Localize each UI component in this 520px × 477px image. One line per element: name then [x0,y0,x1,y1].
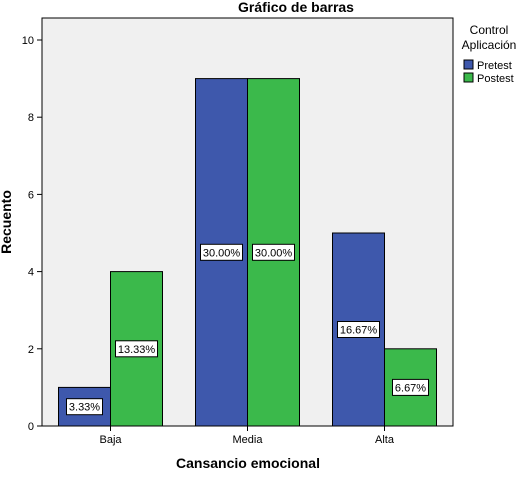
x-tick-label: Alta [375,434,395,446]
data-labels: 3.33% 13.33% 30.00% 30.00% 16.67% 6.67% [66,243,429,416]
y-axis: 0 2 4 6 8 10 [22,35,42,433]
data-label-box [115,340,158,358]
data-label-box [337,321,380,338]
y-axis-title: Recuento [0,190,14,254]
data-label-box [200,243,243,261]
y-tick-label: 8 [28,112,34,124]
x-tick-label: Media [233,434,264,446]
data-label-box [392,378,429,396]
x-axis: Baja Media Alta [99,426,395,446]
y-tick-label: 0 [28,421,34,433]
legend-title-line-1: Control [470,23,509,37]
y-tick-label: 4 [28,267,34,279]
data-label-box [252,243,295,261]
legend-swatch-postest [463,72,474,83]
legend-label-pretest: Pretest [477,60,512,72]
chart-title: Gráfico de barras [238,0,354,15]
data-label: 6.67% [395,382,426,394]
data-label-box [66,398,103,416]
legend-title-line-2: Aplicación [462,38,517,52]
x-axis-title: Cansancio emocional [176,455,320,471]
legend-swatch-pretest [463,59,474,70]
data-label: 30.00% [255,247,293,259]
data-label: 3.33% [69,402,100,414]
data-label: 13.33% [118,344,156,356]
y-tick-label: 2 [28,344,34,356]
legend-label-postest: Postest [477,73,514,85]
y-tick-label: 6 [28,189,34,201]
x-tick-label: Baja [99,434,122,446]
y-tick-label: 10 [22,35,34,47]
data-label: 16.67% [340,325,378,337]
data-label: 30.00% [203,247,241,259]
